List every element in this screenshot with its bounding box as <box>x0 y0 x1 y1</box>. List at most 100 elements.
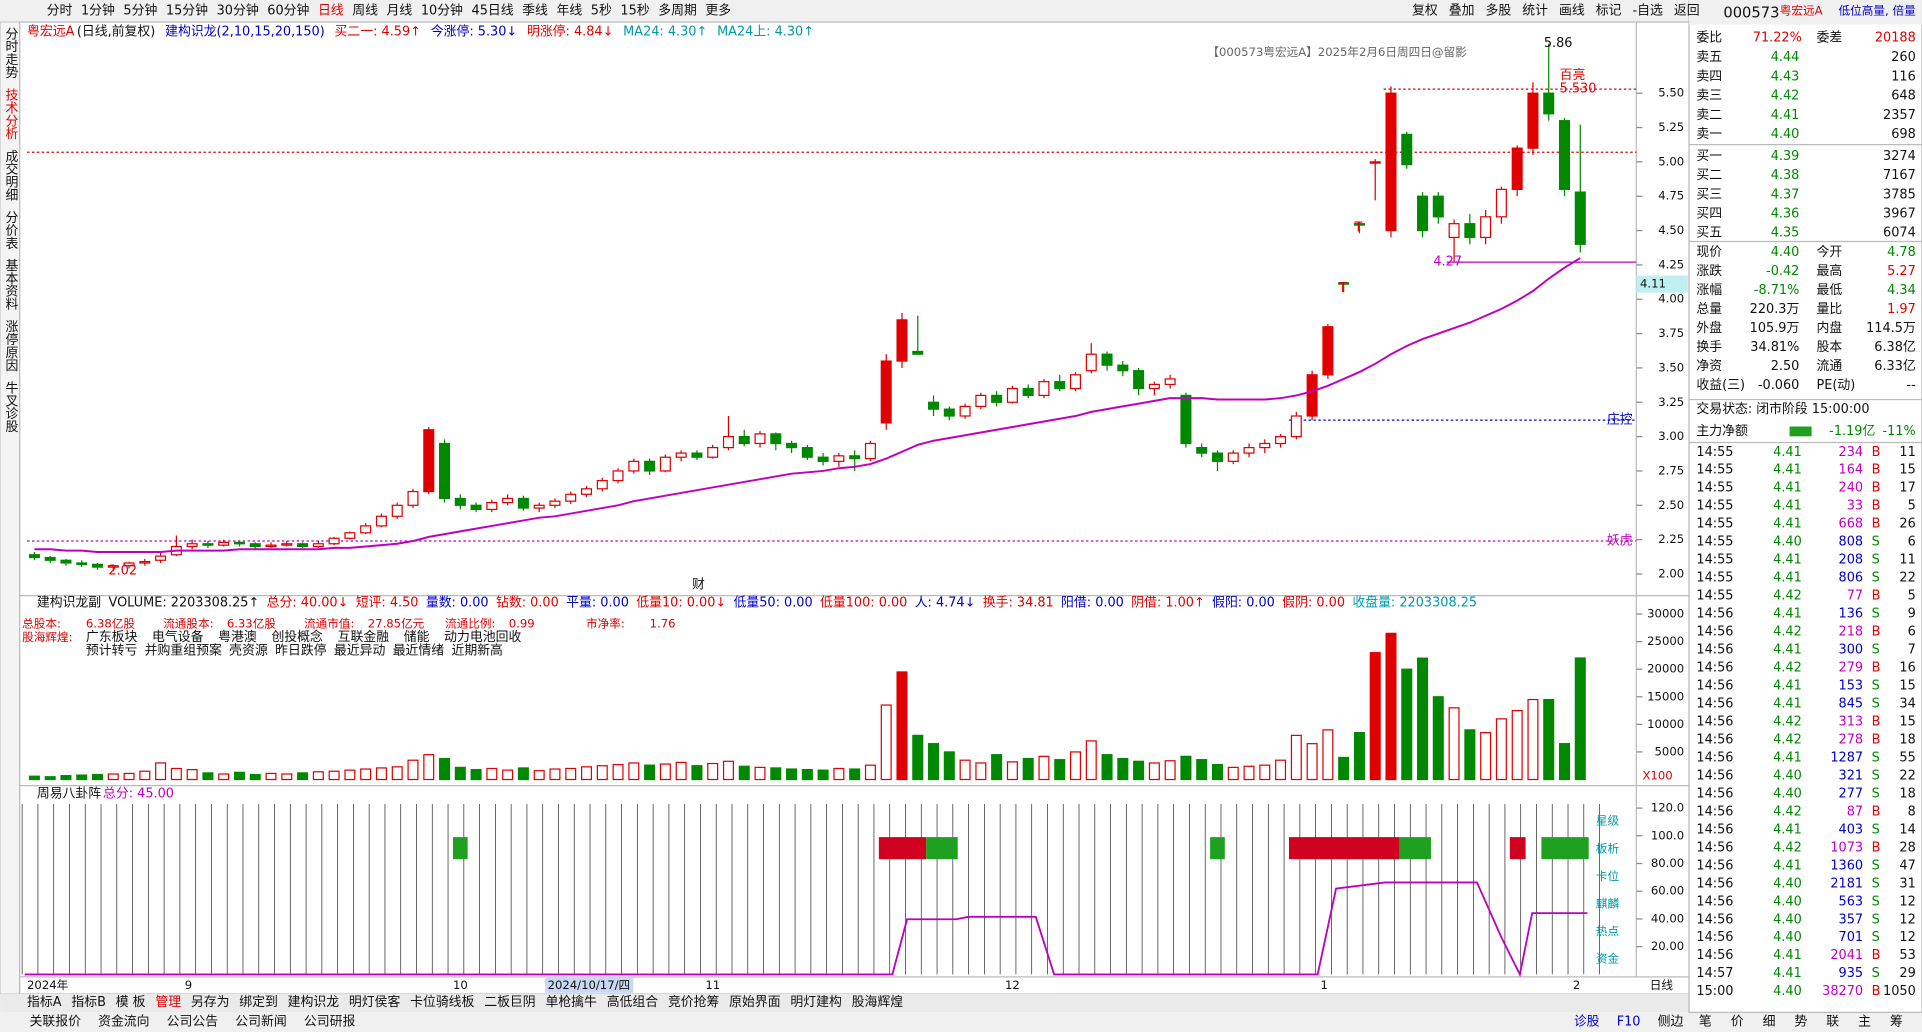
volume-bar <box>1322 729 1334 781</box>
tool-button[interactable]: 统计 <box>1522 4 1548 19</box>
volume-bar <box>612 764 624 781</box>
period-tab[interactable]: 60分钟 <box>267 3 309 19</box>
fact-label: 流通股本: <box>163 616 213 630</box>
tool-button[interactable]: 叠加 <box>1449 4 1475 19</box>
trade-price: 4.41 <box>1773 463 1802 478</box>
volume-info: 低量100: 0.00 <box>820 596 907 611</box>
book-label: 买三 <box>1696 187 1722 202</box>
volume-info: 建构识龙副 <box>37 596 101 611</box>
quote-tab[interactable]: 联 <box>1826 1015 1839 1030</box>
volume-info: 阴借: 1.00↑ <box>1131 596 1205 611</box>
bottom-tab[interactable]: 模 板 <box>116 995 146 1010</box>
bottom-tab[interactable]: 明灯侯客 <box>349 994 401 1010</box>
period-tab[interactable]: 分时 <box>47 4 73 19</box>
bottom-tab[interactable]: 明灯建构 <box>790 995 842 1010</box>
volume-bar <box>1574 657 1586 781</box>
tool-button[interactable]: 多股 <box>1486 4 1512 19</box>
bottom-tab[interactable]: 卡位骑线板 <box>410 995 474 1010</box>
period-tab[interactable]: 年线 <box>556 4 582 19</box>
trade-count: 55 <box>1899 750 1915 765</box>
quote-tab[interactable]: 笔 <box>1699 1014 1712 1030</box>
status-link[interactable]: 资金流向 <box>98 1014 149 1030</box>
status-link[interactable]: F10 <box>1617 1015 1641 1030</box>
period-tab[interactable]: 日线 <box>318 4 344 19</box>
stat-value: -0.060 <box>1758 378 1799 393</box>
volume-bar <box>1227 766 1239 781</box>
status-link[interactable]: 公司公告 <box>167 1015 219 1030</box>
tool-button[interactable]: 返回 <box>1674 4 1700 19</box>
trade-time: 14:56 <box>1696 643 1733 658</box>
bottom-tab[interactable]: 竞价抢筹 <box>668 994 720 1010</box>
period-tab[interactable]: 45日线 <box>472 4 514 19</box>
bottom-tab[interactable]: 指标A <box>27 995 62 1010</box>
side-tab[interactable]: 牛叉诊股 <box>2 381 17 434</box>
bottom-tab[interactable]: 原始界面 <box>729 995 781 1010</box>
status-link[interactable]: 公司研报 <box>304 1015 356 1030</box>
bagua-row-label: 资金 <box>1596 952 1620 966</box>
tool-button[interactable]: 画线 <box>1559 4 1585 19</box>
tool-button[interactable]: -自选 <box>1633 4 1663 19</box>
side-tab[interactable]: 技术分析 <box>2 88 17 140</box>
period-tab[interactable]: 季线 <box>522 4 548 19</box>
stat-value: 105.9万 <box>1750 321 1800 336</box>
candle-body <box>344 532 356 539</box>
bottom-tab[interactable]: 建构识龙 <box>288 995 340 1010</box>
period-tab[interactable]: 更多 <box>705 4 731 19</box>
bottom-tab[interactable]: 绑定到 <box>239 995 278 1010</box>
bottom-tab[interactable]: 指标B <box>71 995 106 1010</box>
bottom-tab[interactable]: 单枪擒牛 <box>545 994 597 1010</box>
volume-bar <box>439 757 451 781</box>
status-link[interactable]: 诊股 <box>1574 1015 1600 1030</box>
quote-tab[interactable]: 细 <box>1763 1015 1776 1030</box>
period-tab[interactable]: 5分钟 <box>123 3 157 19</box>
period-tab[interactable]: 15分钟 <box>166 3 208 19</box>
period-tab[interactable]: 周线 <box>352 4 378 19</box>
bottom-tab[interactable]: 高低组合 <box>607 994 659 1010</box>
period-tab[interactable]: 30分钟 <box>217 3 259 19</box>
bottom-tab[interactable]: 二板巨阴 <box>484 995 535 1010</box>
y-tick-label: 2.25 <box>1658 532 1684 546</box>
volume-bar <box>1338 756 1350 781</box>
book-volume: 260 <box>1891 50 1916 65</box>
bottom-tab[interactable]: 管理 <box>155 995 181 1010</box>
stat-value: 1.97 <box>1887 302 1916 317</box>
candle-body <box>1022 387 1034 397</box>
volume-bar <box>123 772 135 781</box>
candle-body <box>1069 374 1082 390</box>
quote-tab[interactable]: 价 <box>1731 1015 1744 1030</box>
bottom-tab[interactable]: 另存为 <box>191 995 230 1010</box>
period-tab[interactable]: 5秒 <box>591 4 612 19</box>
period-tab[interactable]: 15秒 <box>620 4 649 19</box>
side-tab[interactable]: 涨停原因 <box>2 320 17 372</box>
trade-count: 15 <box>1899 463 1915 478</box>
candle-body <box>817 456 829 462</box>
candle-body <box>60 559 72 564</box>
status-link[interactable]: 关联报价 <box>30 1015 82 1030</box>
quote-tab[interactable]: 势 <box>1794 1014 1807 1030</box>
side-tab[interactable]: 基本资料 <box>2 259 17 311</box>
period-tab[interactable]: 多周期 <box>658 4 697 19</box>
trade-count: 29 <box>1899 966 1915 981</box>
bottom-tab[interactable]: 股海辉煌 <box>852 995 904 1010</box>
quote-tab[interactable]: 主 <box>1858 1015 1871 1030</box>
trade-count: 47 <box>1899 858 1915 873</box>
y-tick-label: 3.25 <box>1658 395 1684 409</box>
candle-body <box>1054 381 1066 390</box>
period-tab[interactable]: 10分钟 <box>421 3 463 19</box>
quote-tab[interactable]: 筹 <box>1890 1014 1903 1030</box>
stat-label: 内盘 <box>1817 320 1843 336</box>
period-tab[interactable]: 1分钟 <box>81 3 115 19</box>
side-tab[interactable]: 成交明细 <box>2 150 17 202</box>
trade-price: 4.41 <box>1773 750 1802 765</box>
period-tab[interactable]: 月线 <box>387 4 413 19</box>
volume-bar <box>1133 760 1145 781</box>
side-tab[interactable]: 分价表 <box>2 211 17 250</box>
tool-button[interactable]: 复权 <box>1412 3 1438 19</box>
tool-button[interactable]: 标记 <box>1596 4 1622 19</box>
side-tab[interactable]: 分时走势 <box>2 27 17 80</box>
status-link[interactable]: 公司新闻 <box>235 1014 286 1030</box>
candle-body <box>928 401 940 410</box>
trade-time: 14:56 <box>1696 786 1733 801</box>
status-link[interactable]: 侧边 <box>1658 1015 1684 1030</box>
volume-bar <box>1117 757 1129 781</box>
